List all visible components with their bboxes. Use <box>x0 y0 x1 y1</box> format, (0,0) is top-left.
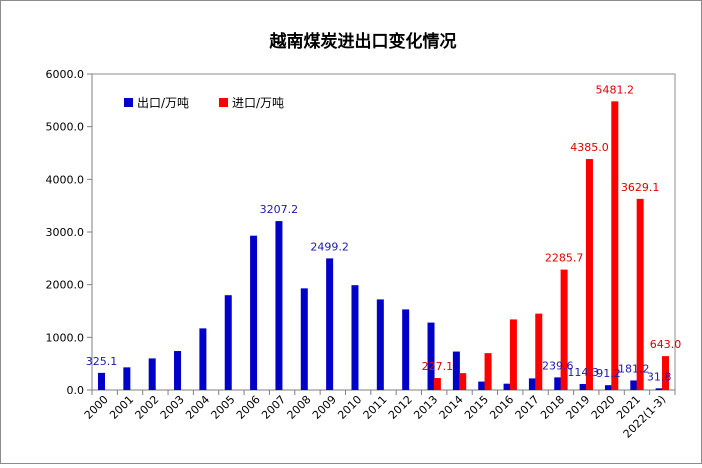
import-bar <box>535 313 543 390</box>
x-tick-label: 2016 <box>487 393 516 422</box>
x-tick-label: 2001 <box>107 393 136 422</box>
export-data-label: 91.2 <box>596 367 621 380</box>
legend-swatch <box>219 98 228 107</box>
x-tick-label: 2019 <box>563 393 592 422</box>
x-tick-label: 2014 <box>437 393 466 422</box>
export-bar <box>630 380 638 390</box>
y-tick-label: 1000.0 <box>46 331 85 344</box>
export-bar <box>199 328 207 390</box>
x-tick-label: 2006 <box>234 393 263 422</box>
x-tick-label: 2010 <box>335 393 364 422</box>
import-data-label: 227.1 <box>422 360 454 373</box>
legend-label: 出口/万吨 <box>137 96 189 110</box>
import-data-label: 3629.1 <box>621 181 660 194</box>
export-data-label: 2499.2 <box>310 240 349 253</box>
import-bar <box>585 159 593 390</box>
export-bar <box>300 288 308 390</box>
x-tick-label: 2018 <box>538 393 567 422</box>
import-data-label: 5481.2 <box>596 83 635 96</box>
export-bar <box>452 351 460 390</box>
x-tick-label: 2012 <box>386 393 415 422</box>
x-tick-label: 2015 <box>462 393 491 422</box>
export-bar <box>98 372 105 390</box>
export-data-label: 325.1 <box>86 355 118 368</box>
import-bar <box>662 356 669 390</box>
export-bar <box>174 351 182 390</box>
y-tick-label: 6000.0 <box>46 68 85 81</box>
export-bar <box>275 221 283 390</box>
x-tick-label: 2017 <box>513 393 542 422</box>
data-labels: 325.1 3207.2 2499.2 239.6114.391.2181.231.8… <box>86 83 682 383</box>
export-bar <box>604 385 612 390</box>
export-data-label: 239.6 <box>542 359 574 372</box>
y-tick-label: 0.0 <box>67 384 85 397</box>
import-data-label: 643.0 <box>650 338 682 351</box>
x-tick-label: 2008 <box>285 393 314 422</box>
export-bar <box>503 383 511 390</box>
import-bar <box>484 353 492 390</box>
export-bar <box>376 299 384 390</box>
export-bar <box>351 285 359 390</box>
x-tick-label: 2003 <box>158 393 187 422</box>
import-bar <box>433 378 441 390</box>
import-data-label: 2285.7 <box>545 252 584 265</box>
export-bar <box>528 378 536 390</box>
export-bar <box>250 235 258 390</box>
x-tick-label: 2000 <box>82 393 111 422</box>
x-tick-label: 2004 <box>183 393 212 422</box>
x-tick-label: 2002 <box>132 393 161 422</box>
legend: 出口/万吨 进口/万吨 <box>124 96 284 110</box>
export-bar <box>148 358 156 390</box>
export-data-label: 3207.2 <box>260 203 299 216</box>
y-tick-label: 5000.0 <box>46 121 85 134</box>
export-bar <box>554 377 562 390</box>
x-tick-label: 2013 <box>411 393 440 422</box>
y-tick-label: 2000.0 <box>46 279 85 292</box>
y-tick-label: 3000.0 <box>46 226 85 239</box>
chart-title: 越南煤炭进出口变化情况 <box>269 31 457 52</box>
x-tick-label: 2007 <box>259 393 288 422</box>
export-bar <box>579 383 587 390</box>
export-bar <box>326 258 334 390</box>
export-bar <box>427 322 435 390</box>
y-tick-label: 4000.0 <box>46 173 85 186</box>
export-bar <box>402 309 410 390</box>
export-bar <box>224 295 232 390</box>
legend-label: 进口/万吨 <box>232 96 284 110</box>
export-data-label: 114.3 <box>567 366 599 379</box>
x-tick-label: 2020 <box>589 393 618 422</box>
import-bar <box>560 269 568 390</box>
import-bar <box>459 373 467 390</box>
import-bar <box>636 198 644 390</box>
export-data-label: 181.2 <box>618 362 650 375</box>
bars <box>98 101 669 391</box>
x-tick-label: 2011 <box>361 393 390 422</box>
import-data-label: 4385.0 <box>570 141 609 154</box>
x-tick-label: 2009 <box>310 393 339 422</box>
import-bar <box>611 101 619 391</box>
export-bar <box>478 381 486 390</box>
x-tick-label: 2005 <box>209 393 238 422</box>
export-bar <box>655 388 663 390</box>
import-bar <box>509 319 517 390</box>
legend-swatch <box>124 98 133 107</box>
export-bar <box>123 367 131 390</box>
export-data-label: 31.8 <box>647 370 672 383</box>
